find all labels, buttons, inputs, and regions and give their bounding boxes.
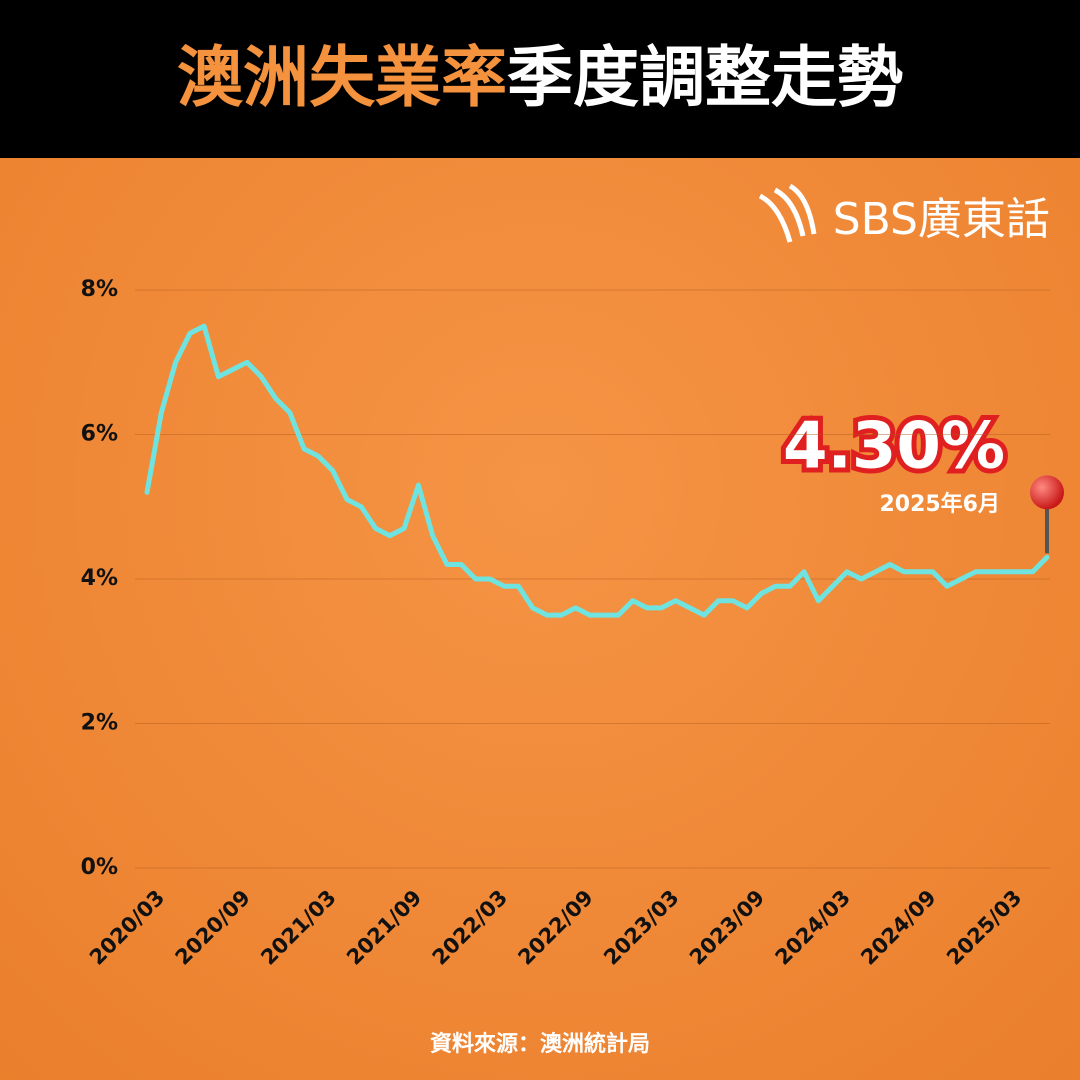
- y-tick-label: 2%: [81, 711, 118, 736]
- logo-text: SBS廣東話: [833, 194, 1050, 245]
- data-line: [144, 323, 1050, 618]
- y-tick-label: 4%: [81, 566, 118, 591]
- y-tick-label: 8%: [81, 277, 118, 302]
- chart-title: 澳洲失業率季度調整走勢: [177, 39, 903, 116]
- y-tick-label: 6%: [81, 422, 118, 447]
- pin-head: [1030, 475, 1064, 510]
- source: 資料來源：澳洲統計局: [430, 1031, 650, 1057]
- annotation-date: 2025年6月: [879, 491, 1000, 517]
- title-highlight: 澳洲失業率: [177, 39, 507, 116]
- logo: SBS廣東話: [758, 183, 1050, 245]
- annotation-value: 4.30%: [783, 410, 1005, 484]
- title-rest: 季度調整走勢: [507, 39, 903, 116]
- logo-icon: [758, 183, 817, 243]
- y-tick-label: 0%: [81, 855, 118, 880]
- title-bar: [0, 0, 1080, 158]
